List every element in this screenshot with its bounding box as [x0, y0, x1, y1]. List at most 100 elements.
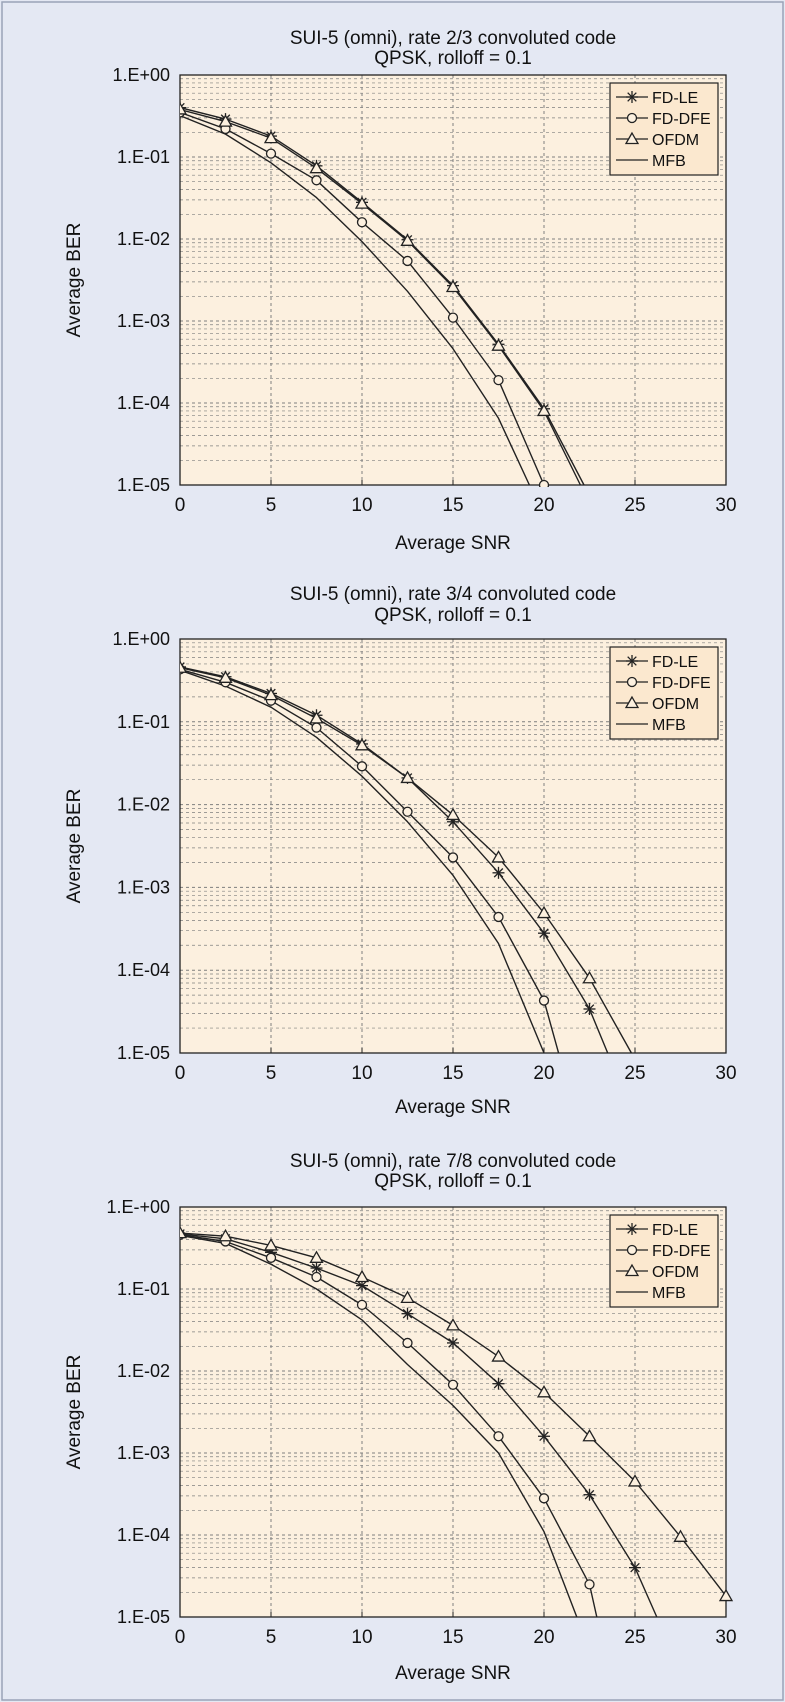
y-tick-label: 1.E-03 [117, 1443, 170, 1463]
ofdm-marker [445, 1318, 461, 1331]
chart-1: SUI-5 (omni), rate 2/3 convoluted codeQP… [64, 28, 737, 554]
legend-label: MFB [652, 153, 686, 170]
chart-title: SUI-5 (omni), rate 3/4 convoluted code [290, 584, 616, 605]
x-tick-label: 0 [175, 1627, 186, 1648]
x-tick-label: 15 [442, 1627, 463, 1648]
ofdm-marker [354, 738, 370, 751]
legend-label: OFDM [652, 1264, 699, 1281]
y-tick-label: 1.E+00 [112, 629, 170, 649]
fd-le-marker-stroke [180, 102, 185, 109]
ofdm-marker [218, 1228, 233, 1242]
x-tick-label: 30 [715, 495, 736, 516]
x-axis-label: Average SNR [395, 533, 511, 554]
ofdm-marker [536, 403, 552, 417]
fd-le-marker [492, 866, 505, 879]
x-tick-label: 30 [715, 1627, 736, 1648]
legend-label: FD-LE [652, 1222, 698, 1239]
fd-le-marker [583, 1002, 596, 1015]
x-tick-label: 10 [351, 1063, 372, 1084]
fd-dfe-marker [493, 1431, 504, 1442]
ofdm-marker [536, 1384, 552, 1398]
fd-dfe-marker [447, 1379, 459, 1390]
legend-fd-dfe-marker [626, 676, 638, 688]
ofdm-marker [445, 807, 461, 821]
x-axis-label: Average SNR [395, 1097, 511, 1118]
legend-ofdm-marker [624, 131, 640, 145]
ofdm-marker [673, 1529, 688, 1542]
fd-dfe-marker [538, 995, 550, 1006]
y-tick-label: 1.E-04 [117, 1525, 170, 1545]
x-tick-label: 20 [533, 1627, 554, 1648]
series-line-fd-dfe [180, 668, 560, 1054]
ofdm-marker [582, 1428, 597, 1442]
y-tick-label: 1.E-05 [117, 475, 170, 495]
legend-label: MFB [652, 1285, 686, 1302]
legend: FD-LE FD-DFE OFDM MFB [609, 646, 719, 740]
fd-dfe-marker [447, 852, 459, 863]
ofdm-marker [309, 1250, 324, 1263]
y-axis-label: Average BER [64, 223, 85, 338]
ofdm-marker [400, 1290, 415, 1303]
y-tick-label: 1.E-02 [117, 1361, 170, 1381]
ofdm-marker [400, 770, 415, 784]
y-axis-label: Average BER [64, 1355, 85, 1470]
x-tick-label: 20 [533, 1063, 554, 1084]
ofdm-marker [491, 338, 506, 351]
y-tick-label: 1.E-04 [117, 960, 170, 980]
x-tick-label: 5 [266, 495, 277, 516]
y-tick-label: 1.E-03 [117, 311, 170, 331]
fd-le-marker-stroke [448, 1338, 458, 1348]
fd-dfe-marker [447, 312, 459, 323]
legend-label: FD-DFE [652, 675, 711, 692]
x-tick-label: 20 [533, 495, 554, 516]
fd-le-marker-stroke [402, 1308, 413, 1319]
fd-le-marker-stroke [311, 1263, 322, 1273]
chart-subtitle: QPSK, rolloff = 0.1 [374, 605, 532, 626]
y-tick-label: 1.E-01 [117, 712, 170, 732]
fd-le-marker [538, 1430, 550, 1443]
ofdm-marker [309, 160, 324, 174]
y-tick-label: 1.E-+00 [106, 1197, 170, 1217]
fd-le-marker-stroke [630, 1562, 640, 1573]
ofdm-marker [354, 196, 370, 209]
x-tick-label: 10 [351, 495, 372, 516]
ofdm-marker [627, 1474, 643, 1487]
grid [180, 639, 726, 1054]
series-line-ofdm [180, 108, 582, 486]
x-axis-label: Average SNR [395, 1663, 511, 1684]
ofdm-marker [491, 850, 506, 863]
y-axis-label: Average BER [64, 789, 85, 904]
x-tick-label: 30 [715, 1063, 736, 1084]
ofdm-marker [218, 114, 233, 127]
legend-ofdm-marker [624, 695, 640, 709]
legend-fd-le-marker-stroke [627, 656, 637, 666]
x-tick-label: 15 [442, 495, 463, 516]
fd-dfe-marker [402, 806, 413, 817]
x-tick-label: 25 [624, 495, 645, 516]
y-tick-label: 1.E-01 [117, 1279, 170, 1299]
legend-label: OFDM [652, 696, 699, 713]
chart-title: SUI-5 (omni), rate 7/8 convoluted code [290, 1151, 616, 1172]
legend-fd-dfe-marker [626, 112, 638, 124]
fd-le-marker [492, 1377, 505, 1390]
fd-dfe-marker [538, 1493, 550, 1504]
fd-dfe-marker [311, 1271, 322, 1283]
ofdm-marker [218, 670, 233, 683]
fd-le-marker [538, 927, 550, 940]
fd-dfe-marker [402, 255, 413, 267]
chart-3: SUI-5 (omni), rate 7/8 convoluted codeQP… [64, 1151, 737, 1684]
fd-dfe-marker [311, 722, 322, 733]
legend-fd-le-marker-stroke [627, 1224, 637, 1234]
ofdm-marker [309, 711, 324, 724]
fd-le-marker-stroke [493, 1378, 504, 1389]
legend-label: FD-DFE [652, 1243, 711, 1260]
y-tick-label: 1.E-02 [117, 795, 170, 815]
x-tick-label: 15 [442, 1063, 463, 1084]
legend-ofdm-marker [624, 1263, 640, 1277]
x-tick-label: 0 [175, 495, 186, 516]
ofdm-marker [582, 970, 597, 984]
legend-fd-le-marker-stroke [627, 92, 637, 102]
series-line-mfb [180, 114, 531, 486]
fd-dfe-marker [311, 175, 322, 186]
ofdm-marker [354, 1269, 370, 1283]
